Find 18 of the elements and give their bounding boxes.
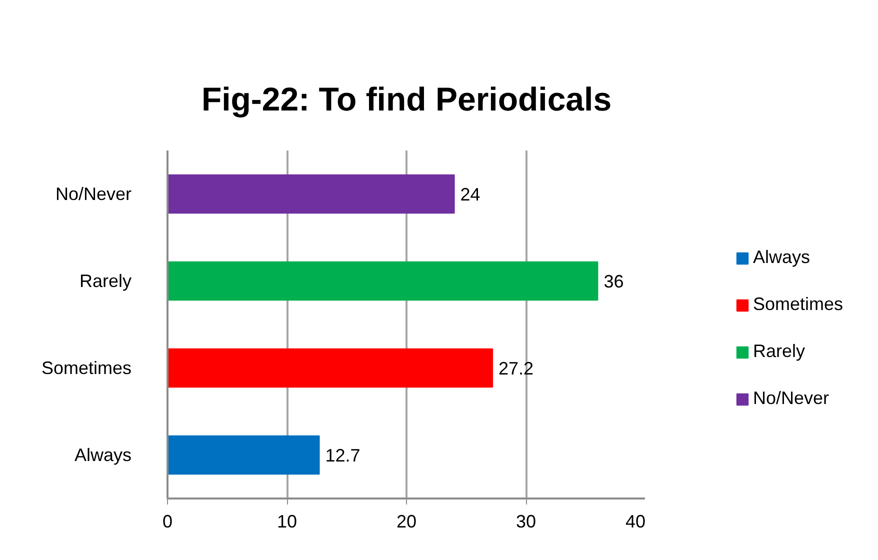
x-tick-label: 40 [625, 512, 646, 532]
legend-label: Sometimes [753, 294, 844, 315]
data-label: 24 [460, 184, 480, 204]
data-label: 12.7 [325, 446, 360, 466]
x-tick-label: 20 [396, 512, 417, 532]
legend-label: No/Never [753, 388, 830, 409]
y-tick-label: Sometimes [41, 358, 132, 378]
x-tick-label: 10 [276, 512, 298, 532]
x-tick-label: 0 [162, 512, 173, 532]
y-tick-label: No/Never [55, 184, 132, 204]
y-tick-label: Rarely [79, 271, 132, 291]
legend-label: Rarely [753, 341, 806, 362]
data-label: 36 [604, 272, 624, 292]
chart-title: Fig-22: To find Periodicals [201, 80, 612, 118]
data-label: 27.2 [498, 358, 534, 378]
x-tick-label: 30 [516, 512, 536, 532]
legend-label: Always [753, 247, 810, 268]
y-tick-label: Always [74, 445, 132, 465]
